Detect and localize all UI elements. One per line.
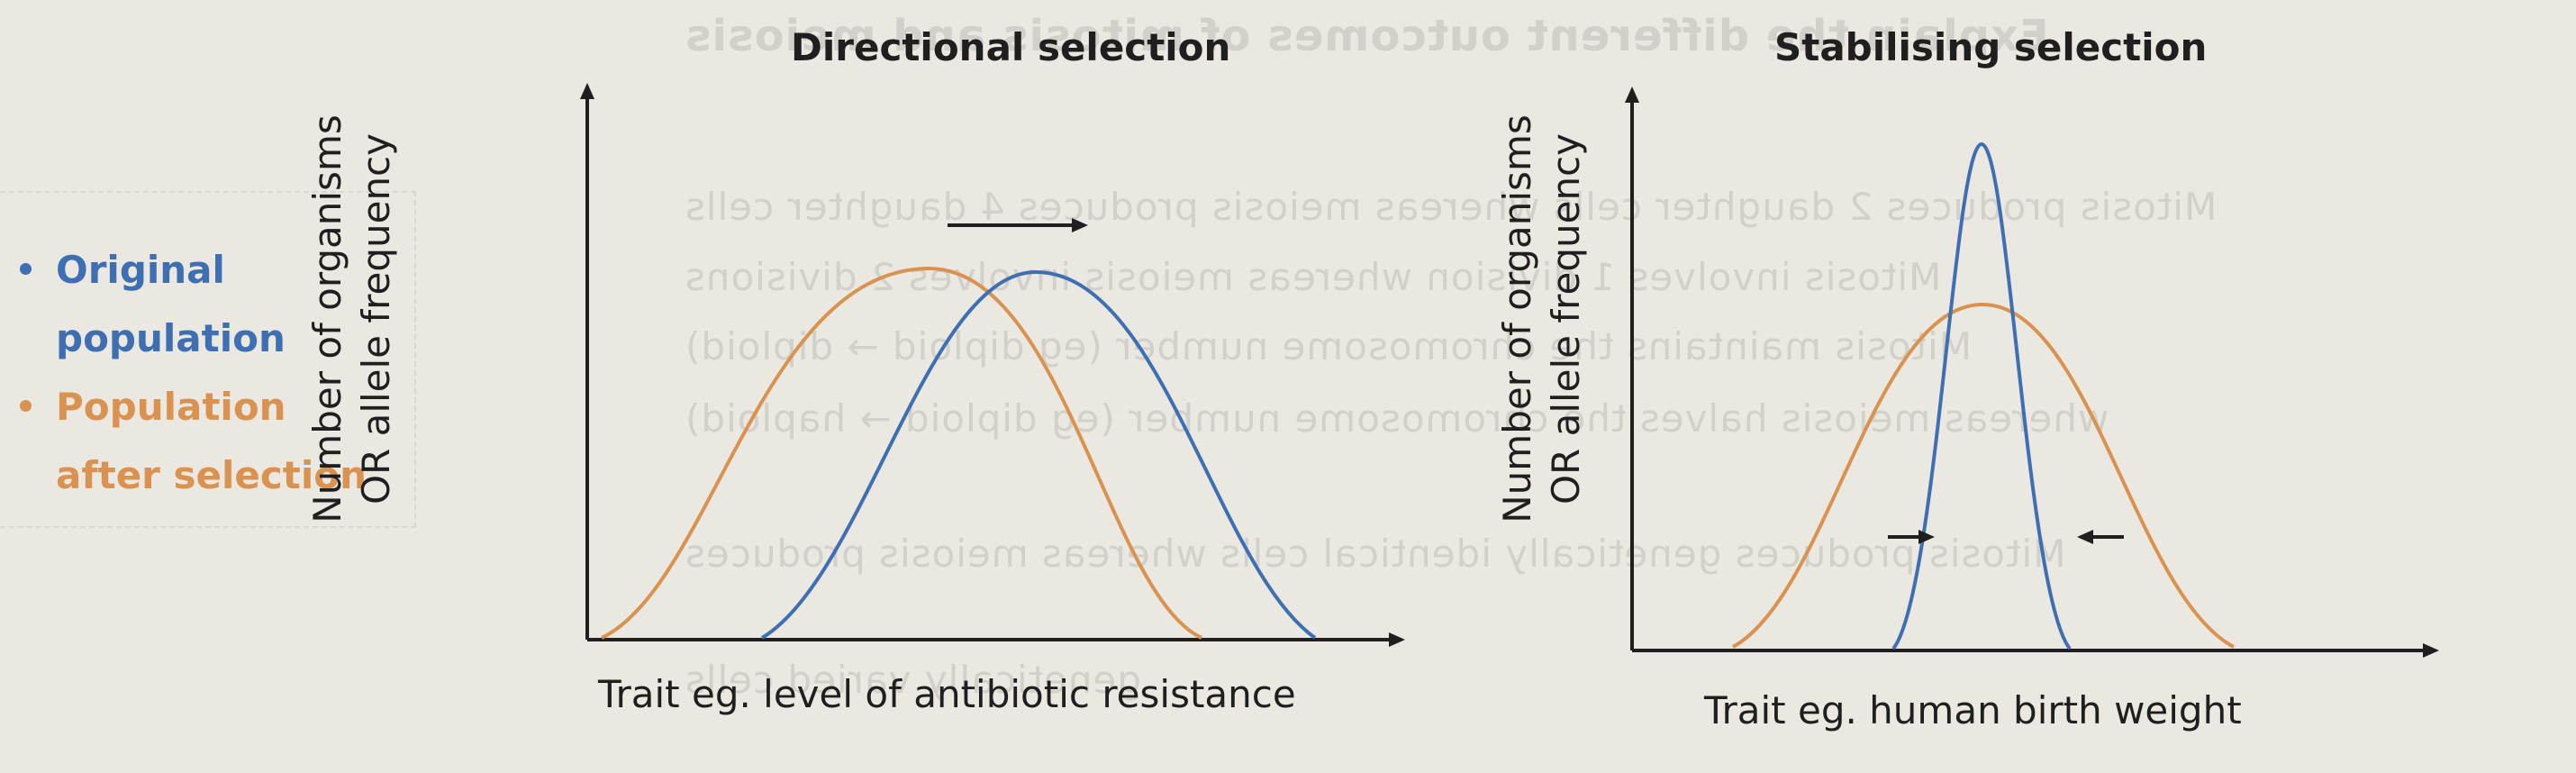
legend-item-original: Original population: [7, 236, 367, 373]
after-selection-curve-stabilising: [1732, 302, 2235, 649]
legend-box: [0, 191, 416, 528]
legend-label: after selection: [56, 453, 367, 497]
original-population-curve-stabilising: [1891, 141, 2072, 650]
x-axis-label-directional: Trait eg. level of antibiotic resistance: [598, 672, 1296, 716]
axes-directional: [580, 83, 1405, 647]
chart-title-stabilising: Stabilising selection: [1774, 25, 2208, 69]
legend-label: Population: [56, 385, 286, 429]
axes-stabilising: [1625, 86, 2439, 658]
x-axis-label-stabilising: Trait eg. human birth weight: [1704, 688, 2242, 732]
legend-label: population: [56, 316, 286, 360]
chart-title-directional: Directional selection: [791, 25, 1231, 69]
legend-item-after-selection: Population after selection: [7, 373, 367, 510]
legend: Original population Population after sel…: [7, 236, 367, 510]
legend-bullet-orange: [20, 400, 32, 412]
legend-label: Original: [56, 248, 225, 292]
legend-bullet-blue: [20, 263, 32, 275]
after-selection-curve-directional: [601, 266, 1202, 640]
original-population-curve-directional: [760, 269, 1317, 640]
